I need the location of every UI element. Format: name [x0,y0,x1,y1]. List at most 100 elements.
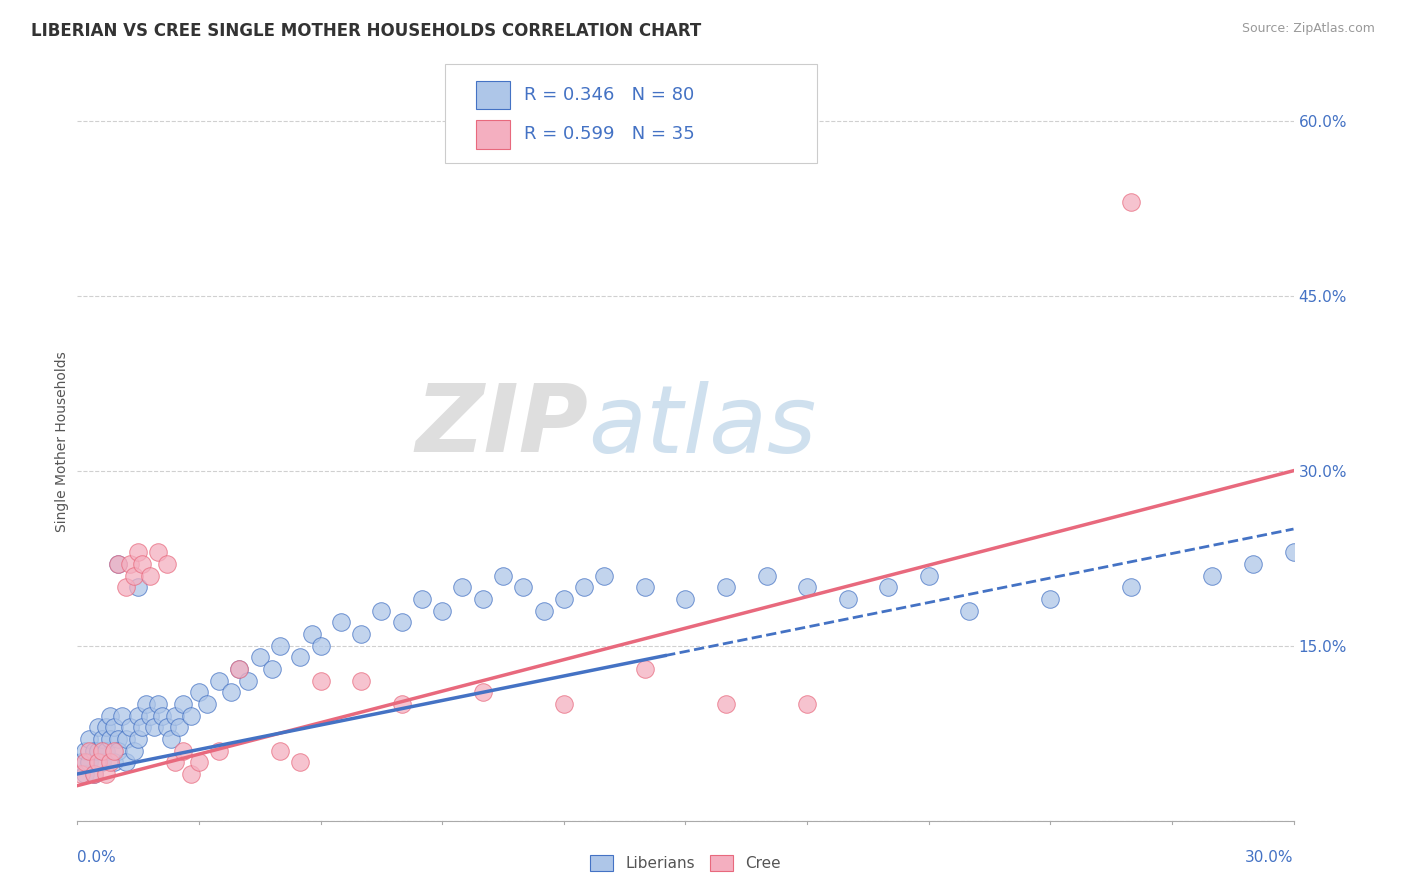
Point [70,756,93,770]
Point [90,731,112,746]
Point [492,568,515,582]
Point [877,580,900,594]
Point [208,673,231,688]
Point [172,744,194,758]
Point [634,662,657,676]
FancyBboxPatch shape [444,64,817,163]
Point [471,592,494,607]
Point [301,627,323,641]
Point [75,756,97,770]
Point [115,580,138,594]
Point [350,627,373,641]
Point [127,731,149,746]
Point [79,731,101,746]
Point [131,557,153,571]
Point [249,650,271,665]
Point [90,756,112,770]
Point [98,756,121,770]
Point [152,708,174,723]
Point [75,767,97,781]
Bar [477,120,510,149]
Bar [477,80,510,110]
Point [79,756,101,770]
Text: ZIP: ZIP [415,380,588,473]
Point [122,744,145,758]
Point [1241,557,1264,571]
Point [1121,195,1143,210]
Point [155,720,177,734]
Point [94,767,117,781]
Text: LIBERIAN VS CREE SINGLE MOTHER HOUSEHOLDS CORRELATION CHART: LIBERIAN VS CREE SINGLE MOTHER HOUSEHOLD… [31,22,702,40]
Point [553,592,575,607]
Point [370,604,392,618]
Point [172,697,194,711]
Point [139,568,162,582]
Point [79,744,101,758]
Point [391,697,413,711]
Point [471,685,494,699]
Point [329,615,352,630]
Point [127,580,149,594]
Point [260,662,283,676]
Point [634,580,657,594]
Point [159,731,181,746]
Point [127,708,149,723]
Point [83,744,105,758]
Point [180,708,202,723]
Point [593,568,616,582]
Y-axis label: Single Mother Households: Single Mother Households [55,351,69,532]
Point [228,662,250,676]
Point [1121,580,1143,594]
Point [155,557,177,571]
Point [188,756,211,770]
Point [837,592,859,607]
Point [111,708,134,723]
Point [86,720,108,734]
Point [83,767,105,781]
Point [1039,592,1062,607]
Point [131,720,153,734]
Point [180,767,202,781]
Point [118,720,141,734]
Point [957,604,980,618]
Point [86,756,108,770]
Point [290,650,312,665]
Legend: Liberians, Cree: Liberians, Cree [583,849,787,878]
Point [135,697,157,711]
Point [290,756,312,770]
Point [236,673,259,688]
Point [269,639,291,653]
Point [107,731,129,746]
Point [269,744,291,758]
Point [512,580,534,594]
Point [143,720,166,734]
Point [122,568,145,582]
Point [115,731,138,746]
Point [918,568,941,582]
Point [188,685,211,699]
Point [107,744,129,758]
Point [86,744,108,758]
Point [98,731,121,746]
Point [309,639,332,653]
Text: Source: ZipAtlas.com: Source: ZipAtlas.com [1241,22,1375,36]
Text: atlas: atlas [588,381,817,472]
Point [675,592,697,607]
Point [1282,545,1305,559]
Point [127,545,149,559]
Point [98,708,121,723]
Point [309,673,332,688]
Text: 30.0%: 30.0% [1246,850,1294,865]
Point [1201,568,1223,582]
Point [70,767,93,781]
Point [163,756,186,770]
Point [118,557,141,571]
Point [451,580,474,594]
Point [75,744,97,758]
Point [755,568,778,582]
Point [796,697,818,711]
Point [103,756,125,770]
Point [430,604,453,618]
Text: 0.0%: 0.0% [77,850,117,865]
Point [90,744,112,758]
